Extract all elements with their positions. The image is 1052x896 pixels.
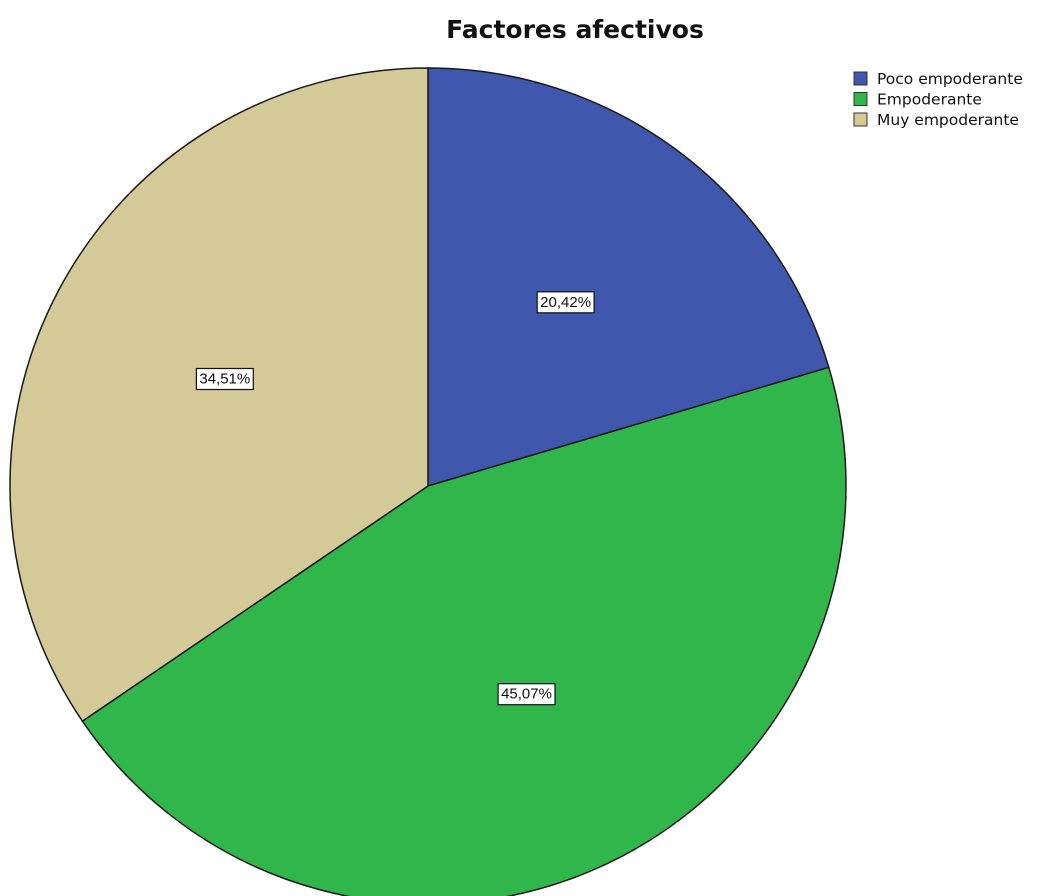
data-label-box: [536, 291, 595, 314]
pie-slice-poco-empoderante: [427, 67, 830, 488]
legend-swatch: [853, 112, 868, 127]
data-label-box: [497, 683, 556, 706]
legend-label: Poco empoderante: [877, 70, 1023, 88]
data-label-muy-empoderante: 34,51%: [195, 367, 254, 391]
pie-slice-empoderante: [81, 366, 847, 896]
pie-slices: [9, 67, 847, 896]
pie-data-labels: 20,42% 45,07% 34,51%: [195, 291, 595, 706]
legend-item-empoderante: Empoderante: [853, 91, 982, 109]
chart-legend: Poco empoderante Empoderante Muy empoderan…: [853, 70, 1023, 129]
data-label-text: 34,51%: [199, 371, 250, 388]
data-label-text: 20,42%: [540, 294, 591, 311]
legend-label: Empoderante: [877, 91, 982, 109]
legend-swatch: [853, 92, 868, 106]
legend-item-poco-empoderante: Poco empoderante: [853, 70, 1023, 88]
data-label-text: 45,07%: [501, 686, 552, 703]
data-label-poco-empoderante: 20,42%: [536, 291, 595, 314]
chart-title: Factores afectivos: [446, 15, 704, 44]
data-label-empoderante: 45,07%: [497, 683, 556, 706]
legend-item-muy-empoderante: Muy empoderante: [853, 111, 1019, 129]
pie-slice-muy-empoderante: [9, 67, 429, 723]
legend-swatch: [853, 71, 868, 86]
legend-label: Muy empoderante: [877, 111, 1019, 129]
data-label-box: [195, 367, 254, 391]
